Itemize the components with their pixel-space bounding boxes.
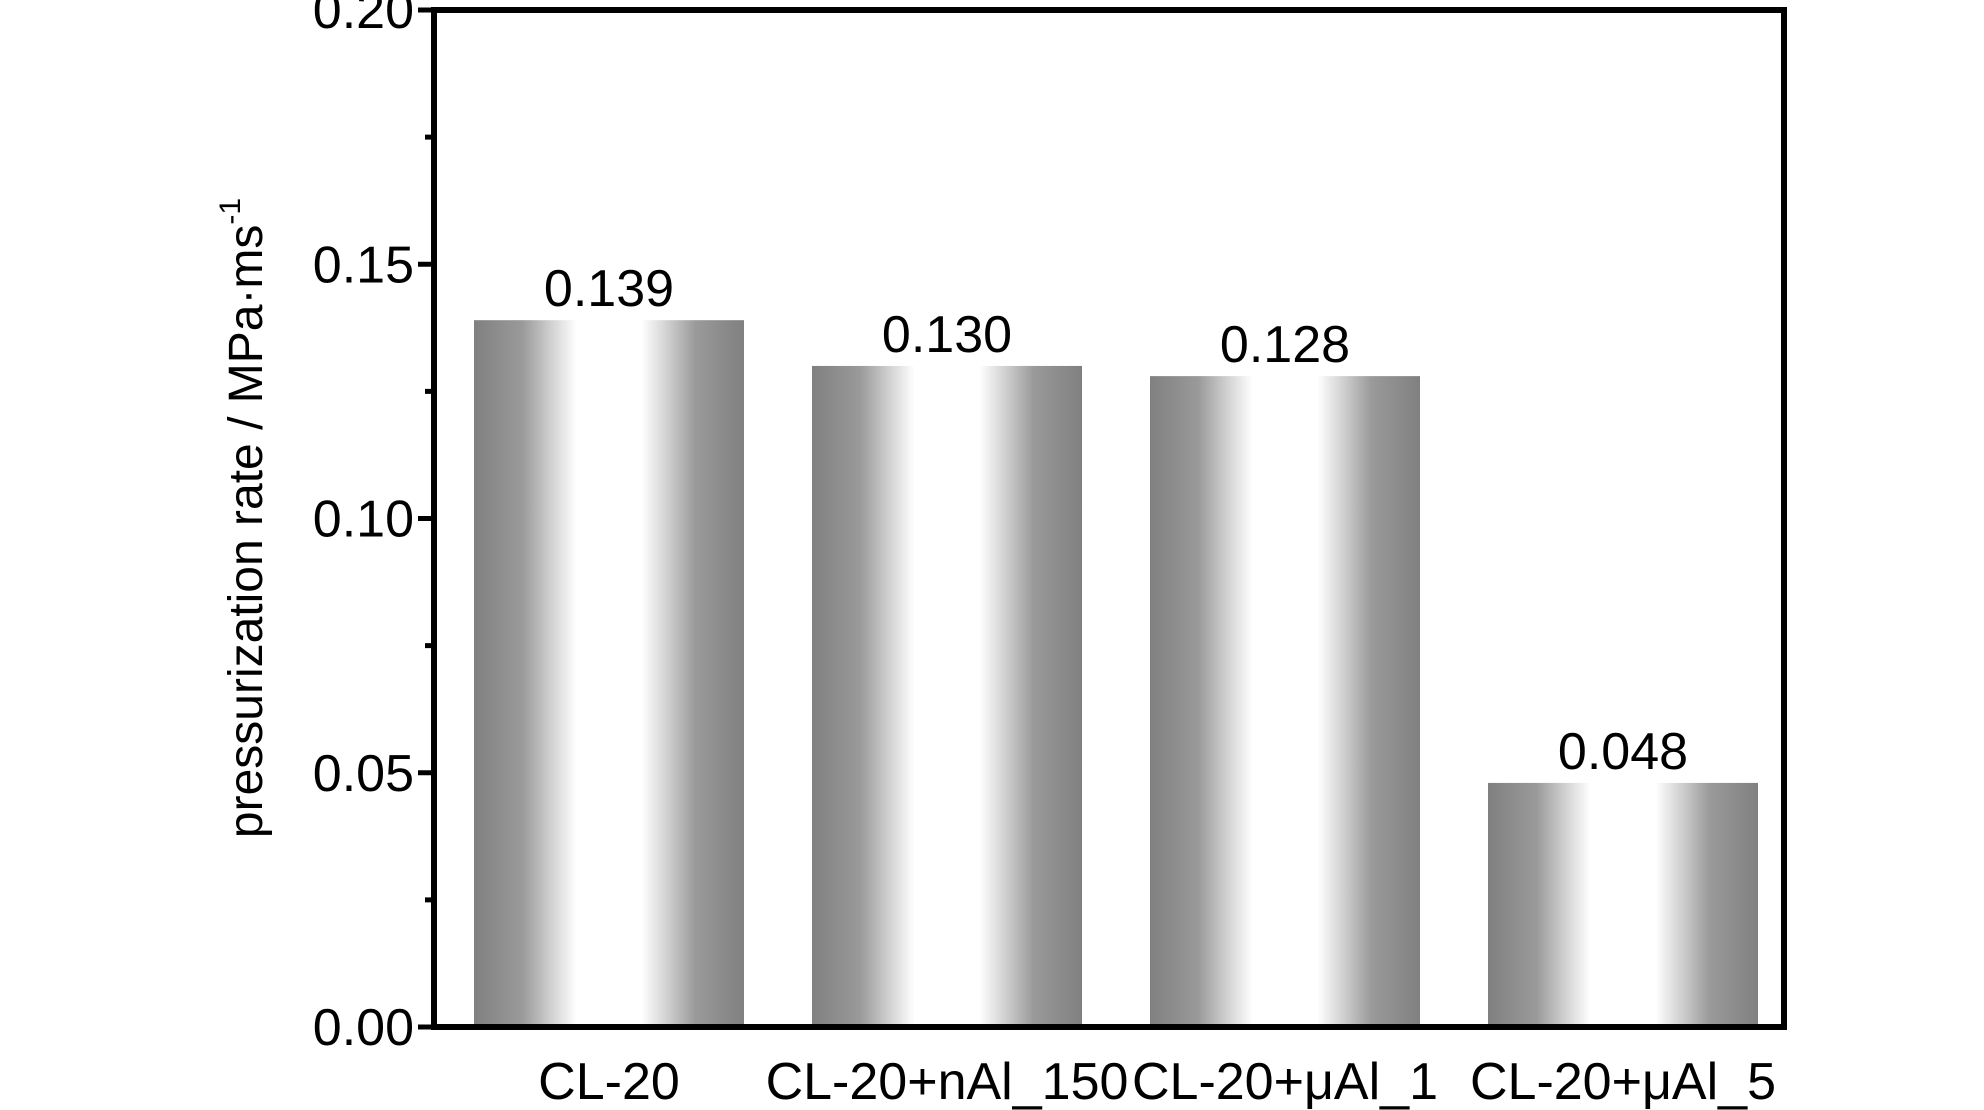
bar <box>812 365 1082 1027</box>
y-tick-label: 0.10 <box>313 491 414 549</box>
y-tick-label: 0.05 <box>313 745 414 803</box>
bar <box>474 320 744 1027</box>
bar <box>1488 782 1758 1027</box>
y-tick-label: 0.00 <box>313 999 414 1057</box>
data-label: 0.130 <box>882 306 1012 364</box>
data-label: 0.128 <box>1220 316 1350 374</box>
y-tick-label: 0.20 <box>313 0 414 40</box>
x-category-label: CL-20 <box>538 1053 680 1110</box>
y-tick-label: 0.15 <box>313 236 414 294</box>
x-category-label: CL-20+μAl_1 <box>1132 1053 1438 1110</box>
x-category-label: CL-20+nAl_150 <box>766 1053 1129 1110</box>
data-label: 0.048 <box>1558 723 1688 781</box>
data-label: 0.139 <box>544 260 674 318</box>
y-axis-title-text: pressurization rate / MPa·ms <box>220 225 273 839</box>
y-ticks <box>418 7 434 1030</box>
bar <box>1150 376 1420 1027</box>
y-axis-title: pressurization rate / MPa·ms-1 <box>214 198 273 838</box>
y-axis-title-superscript: -1 <box>214 198 247 225</box>
x-category-labels: CL-20 CL-20+nAl_150 CL-20+μAl_1 CL-20+μAl_5 <box>538 1053 1776 1110</box>
y-tick-labels: 0.00 0.05 0.10 0.15 0.20 <box>313 0 414 1057</box>
x-category-label: CL-20+μAl_5 <box>1470 1053 1776 1110</box>
data-labels: 0.139 0.130 0.128 0.048 <box>544 260 1688 781</box>
bars <box>474 320 1758 1027</box>
